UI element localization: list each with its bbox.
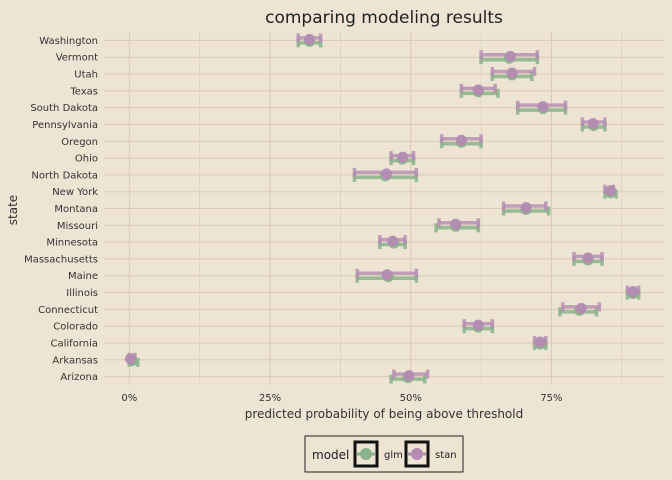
y-tick-label: Arizona xyxy=(60,372,98,383)
point-stan xyxy=(403,370,415,382)
y-tick-label: Oregon xyxy=(61,137,98,148)
point-stan xyxy=(537,101,549,113)
y-tick-label: Missouri xyxy=(57,221,98,232)
legend-title: model xyxy=(312,448,349,462)
y-axis-label: state xyxy=(6,195,20,225)
y-tick-label: Minnesota xyxy=(46,238,98,249)
point-stan xyxy=(381,168,393,180)
point-stan xyxy=(506,67,518,79)
legend-glm-point xyxy=(360,448,372,460)
point-stan xyxy=(582,252,594,264)
point-stan xyxy=(450,218,462,230)
legend-stan-point xyxy=(411,448,423,460)
point-stan xyxy=(472,319,484,331)
x-tick-label: 50% xyxy=(400,393,422,404)
legend: model glm stan xyxy=(304,435,464,473)
point-stan xyxy=(587,117,599,129)
point-stan xyxy=(387,235,399,247)
y-tick-label: Utah xyxy=(74,70,98,81)
x-axis-label: predicted probability of being above thr… xyxy=(245,407,523,421)
points xyxy=(124,33,639,384)
y-tick-label: Montana xyxy=(54,204,98,215)
y-tick-label: Ohio xyxy=(75,154,98,165)
legend-label-glm: glm xyxy=(384,450,403,461)
x-tick-label: 25% xyxy=(259,393,281,404)
x-tick-label: 75% xyxy=(540,393,562,404)
legend-box xyxy=(304,435,464,473)
x-tick-labels: 0% 25% 50% 75% xyxy=(121,393,562,404)
point-stan xyxy=(455,134,467,146)
y-tick-label: South Dakota xyxy=(30,103,98,114)
point-stan xyxy=(605,185,617,197)
legend-label-stan: stan xyxy=(435,450,457,461)
y-tick-label: Illinois xyxy=(66,288,98,299)
point-stan xyxy=(575,302,587,314)
point-stan xyxy=(381,269,393,281)
point-stan xyxy=(627,286,639,298)
y-tick-label: Colorado xyxy=(53,322,98,333)
point-stan xyxy=(397,151,409,163)
y-tick-label: Vermont xyxy=(56,53,98,64)
x-tick-label: 0% xyxy=(121,393,137,404)
point-stan xyxy=(124,353,136,365)
y-tick-label: Texas xyxy=(69,86,98,97)
point-stan xyxy=(303,33,315,45)
y-tick-label: Washington xyxy=(39,36,98,47)
y-tick-label: North Dakota xyxy=(31,170,98,181)
point-stan xyxy=(472,84,484,96)
chart-title: comparing modeling results xyxy=(265,8,503,28)
y-tick-label: Arkansas xyxy=(52,355,98,366)
point-stan xyxy=(534,336,546,348)
y-tick-label: Pennsylvania xyxy=(32,120,98,131)
point-stan xyxy=(504,50,516,62)
y-tick-labels: Arizona Arkansas California Colorado Connect… xyxy=(24,36,98,383)
y-tick-label: Maine xyxy=(68,271,98,282)
y-tick-label: California xyxy=(51,338,99,349)
y-tick-label: New York xyxy=(52,187,98,198)
y-tick-label: Connecticut xyxy=(38,305,98,316)
y-tick-label: Massachusetts xyxy=(24,254,98,265)
point-stan xyxy=(520,202,532,213)
